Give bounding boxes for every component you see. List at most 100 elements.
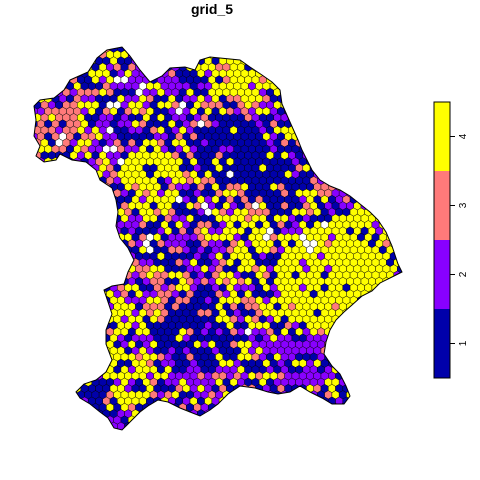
hex-cell — [393, 169, 402, 179]
hex-cell — [197, 47, 205, 53]
hex-cell — [245, 38, 252, 46]
hex-cell — [47, 339, 56, 349]
hex-cell — [400, 220, 402, 230]
hex-cell — [266, 50, 274, 60]
hex-cell — [390, 38, 397, 46]
hex-cell — [320, 119, 329, 129]
hex-cell — [91, 264, 100, 274]
hex-cell — [55, 62, 63, 72]
hex-cell — [240, 421, 249, 430]
hex-cell — [364, 81, 373, 91]
hex-cell — [288, 50, 296, 60]
hex-cell — [37, 333, 45, 343]
hex-cell — [149, 62, 158, 72]
hex-cell — [201, 38, 208, 46]
hex-cell — [375, 314, 384, 324]
hex-cell — [34, 346, 38, 356]
hex-cell — [40, 390, 49, 400]
hex-cell — [400, 346, 402, 356]
hex-cell — [338, 138, 347, 148]
hex-cell — [360, 62, 369, 72]
hex-cell — [378, 396, 387, 406]
hex-cell — [397, 415, 402, 425]
hex-cell — [371, 333, 380, 343]
hex-cell — [386, 308, 394, 318]
hex-cell — [51, 232, 60, 242]
hex-cell — [58, 384, 67, 393]
hex-cell — [378, 384, 387, 393]
hex-cell — [302, 50, 311, 60]
hex-cell — [55, 213, 63, 223]
hex-cell — [371, 69, 380, 78]
hex-cell — [273, 50, 282, 60]
hex-cell — [44, 321, 53, 330]
hex-cell — [34, 38, 41, 46]
hex-cell — [150, 38, 157, 46]
hex-cell — [37, 182, 45, 192]
hex-cell — [259, 38, 266, 46]
hex-cell — [368, 390, 376, 400]
hex-cell — [371, 182, 380, 192]
hex-cell — [69, 314, 78, 324]
hex-cell — [84, 264, 93, 274]
hex-cell — [95, 232, 103, 242]
hex-cell — [47, 276, 56, 286]
hex-cell — [98, 339, 107, 349]
hex-cell — [51, 56, 60, 66]
hex-cell — [368, 50, 376, 60]
hex-cell — [320, 106, 329, 116]
hex-cell — [328, 56, 336, 66]
hex-cell — [160, 409, 169, 419]
hex-cell — [84, 163, 93, 173]
hex-cell — [73, 295, 82, 305]
hex-cell — [269, 409, 278, 419]
hex-cell — [295, 100, 304, 110]
hex-cell — [338, 150, 347, 160]
hex-cell — [298, 56, 307, 66]
hex-cell — [109, 232, 118, 242]
hex-cell — [37, 207, 45, 217]
hex-cell — [40, 339, 49, 349]
hex-cell — [397, 113, 402, 123]
hex-cell — [393, 245, 402, 255]
hex-cell — [386, 283, 394, 293]
hex-cell — [368, 339, 376, 349]
hex-cell — [378, 333, 387, 343]
hex-cell — [342, 81, 351, 91]
hex-cell — [400, 56, 402, 66]
hex-cell — [55, 163, 63, 173]
hex-cell — [226, 421, 234, 430]
hex-cell — [335, 157, 344, 167]
hex-cell — [255, 396, 264, 406]
hex-cell — [382, 62, 391, 72]
hex-cell — [375, 163, 384, 173]
hex-cell — [378, 308, 387, 318]
hex-cell — [91, 289, 100, 299]
hex-cell — [44, 358, 53, 368]
hex-cell — [298, 384, 307, 393]
hex-cell — [47, 428, 56, 430]
hex-cell — [41, 38, 48, 46]
hex-cell — [328, 157, 336, 167]
hex-cell — [244, 415, 253, 425]
hex-cell — [296, 38, 303, 46]
hex-cell — [34, 390, 42, 400]
hex-cell — [258, 415, 267, 425]
hex-cell — [353, 125, 362, 135]
hex-cell — [51, 308, 60, 318]
hex-cell — [360, 87, 369, 97]
hex-cell — [378, 321, 387, 330]
hex-cell — [69, 201, 78, 211]
hex-cell — [302, 415, 311, 425]
hex-cell — [95, 258, 103, 267]
hex-cell — [58, 358, 67, 368]
hex-cell — [47, 314, 56, 324]
hex-cell — [313, 144, 322, 154]
hex-cell — [357, 308, 365, 318]
hex-cell — [34, 56, 38, 66]
hex-cell — [37, 358, 45, 368]
hex-cell — [62, 289, 71, 299]
hex-cell — [142, 415, 151, 425]
hex-cell — [371, 81, 380, 91]
hex-cell — [34, 226, 42, 236]
